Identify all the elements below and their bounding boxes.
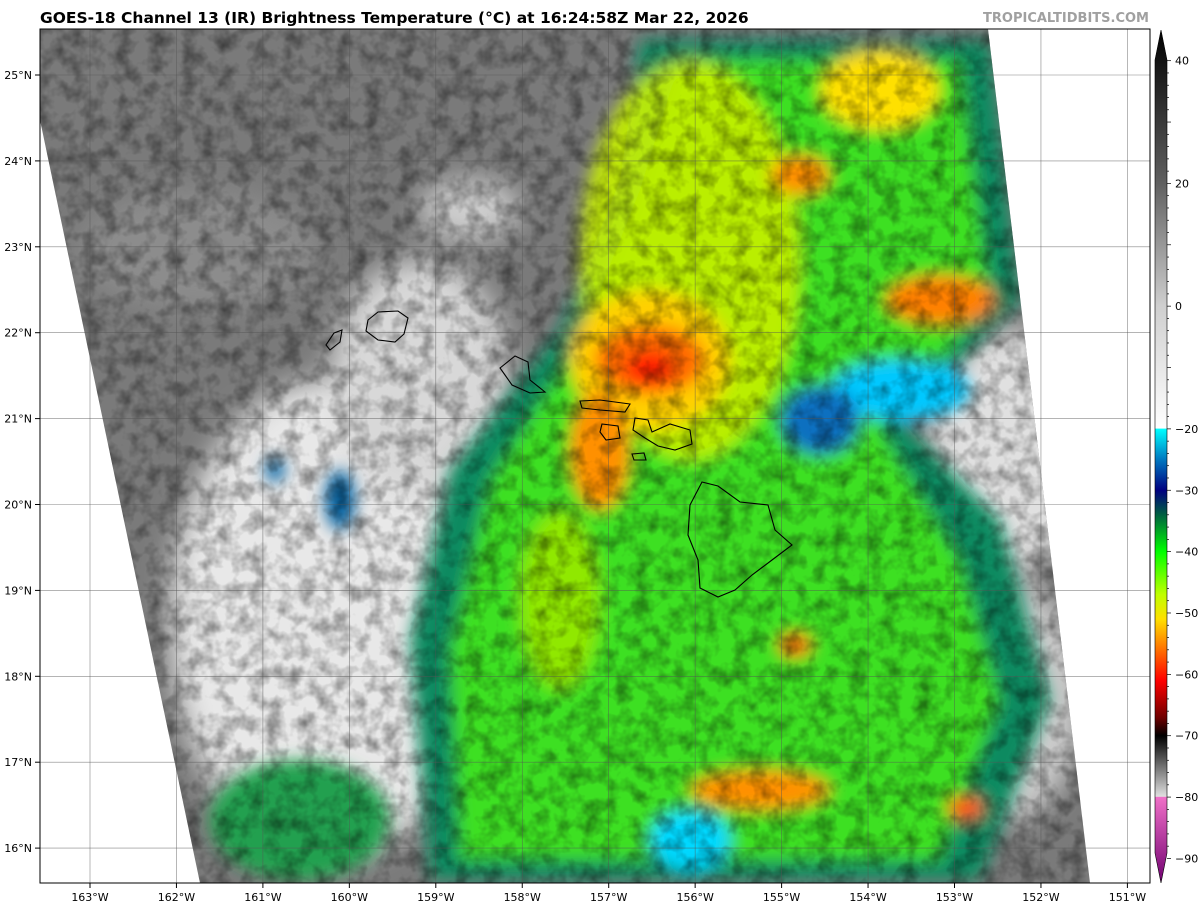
graticule xyxy=(40,29,1150,883)
lon-tick-label: 162°W xyxy=(158,891,195,904)
coastlines xyxy=(325,310,793,598)
lat-tick-label: 17°N xyxy=(4,756,32,769)
lat-tick-label: 24°N xyxy=(4,155,32,168)
lon-tick-label: 155°W xyxy=(763,891,800,904)
lat-tick-label: 23°N xyxy=(4,241,32,254)
island-lanai xyxy=(599,423,621,441)
colorbar-tick-label: −80 xyxy=(1175,791,1198,804)
lon-tick-label: 157°W xyxy=(590,891,627,904)
latitude-axis: 25°N 24°N 23°N 22°N 21°N 20°N 19°N 18°N 17°N 16°N xyxy=(4,69,40,855)
map-frame xyxy=(39,28,1151,884)
colorbar-tick-label: −20 xyxy=(1175,423,1198,436)
colorbar-tick-label: 20 xyxy=(1175,177,1189,190)
lon-tick-label: 159°W xyxy=(417,891,454,904)
lat-tick-label: 16°N xyxy=(4,842,32,855)
lon-tick-label: 152°W xyxy=(1022,891,1059,904)
lon-tick-label: 156°W xyxy=(676,891,713,904)
lat-tick-label: 22°N xyxy=(4,327,32,340)
lon-tick-label: 161°W xyxy=(244,891,281,904)
colorbar-scale xyxy=(1154,29,1168,884)
island-niihau xyxy=(325,329,343,351)
island-oahu xyxy=(499,355,547,394)
island-kahoolawe xyxy=(631,452,647,461)
lon-tick-label: 151°W xyxy=(1109,891,1146,904)
colorbar: 40 20 0 −20 −30 −40 −50 −60 −70 −80 −90 xyxy=(1154,29,1198,884)
lon-tick-label: 153°W xyxy=(936,891,973,904)
colorbar-tick-label: 40 xyxy=(1175,55,1189,68)
longitude-axis: 163°W 162°W 161°W 160°W 159°W 158°W 157°W 156°W… xyxy=(71,883,1146,904)
lat-tick-label: 25°N xyxy=(4,69,32,82)
island-maui xyxy=(632,417,693,451)
colorbar-tick-label: 0 xyxy=(1175,300,1182,313)
satellite-imagery xyxy=(40,29,1090,883)
lon-tick-label: 154°W xyxy=(849,891,886,904)
lat-tick-label: 21°N xyxy=(4,413,32,426)
lon-tick-label: 163°W xyxy=(71,891,108,904)
watermark: TROPICALTIDBITS.COM xyxy=(983,11,1149,26)
island-molokai xyxy=(579,399,631,413)
colorbar-tick-label: −70 xyxy=(1175,730,1198,743)
lat-tick-label: 18°N xyxy=(4,670,32,683)
colorbar-tick-label: −90 xyxy=(1175,852,1198,865)
lat-tick-label: 19°N xyxy=(4,584,32,597)
lon-tick-label: 160°W xyxy=(331,891,368,904)
lon-tick-label: 158°W xyxy=(504,891,541,904)
lat-tick-label: 20°N xyxy=(4,499,32,512)
colorbar-tick-label: −40 xyxy=(1175,546,1198,559)
colorbar-tick-label: −60 xyxy=(1175,668,1198,681)
island-kauai xyxy=(365,310,409,343)
colorbar-tick-label: −30 xyxy=(1175,484,1198,497)
colorbar-tick-label: −50 xyxy=(1175,607,1198,620)
map-title: GOES-18 Channel 13 (IR) Brightness Tempe… xyxy=(40,9,749,27)
island-hawaii xyxy=(687,481,793,598)
